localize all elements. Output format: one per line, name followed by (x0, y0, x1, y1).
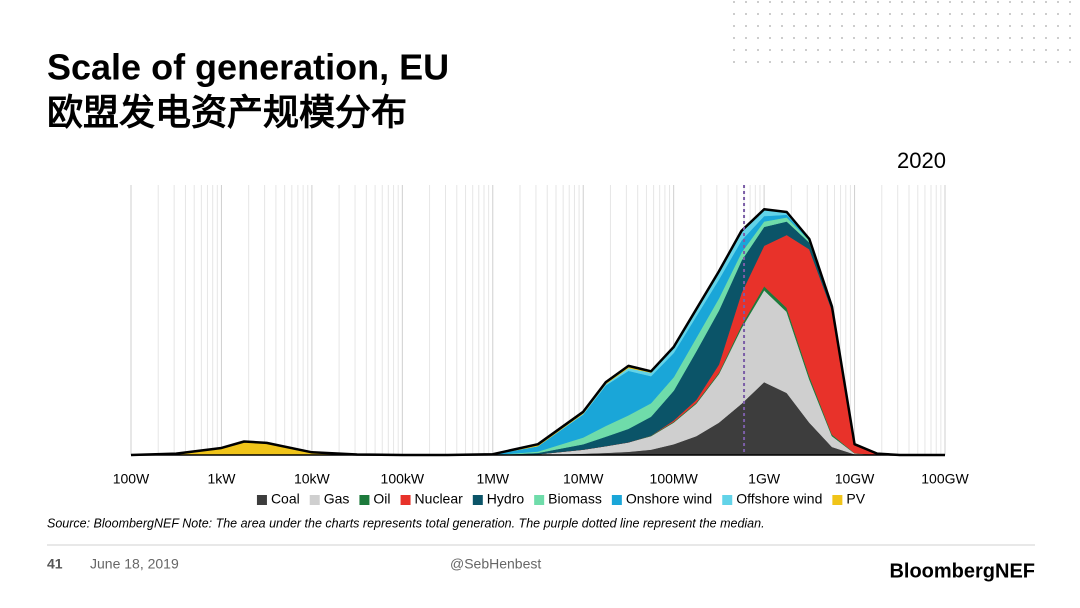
legend-item: Onshore wind (611, 491, 712, 507)
x-tick-label: 10MW (563, 471, 604, 487)
legend-label: Hydro (487, 491, 525, 507)
date: June 18, 2019 (90, 556, 179, 572)
legend-swatch (359, 495, 370, 505)
legend-label: Gas (324, 491, 350, 507)
legend-item: Gas (309, 491, 350, 507)
legend: Coal Gas Oil Nuclear Hydro Biomass Onshore win… (256, 491, 866, 507)
legend-swatch (256, 495, 267, 505)
legend-label: PV (846, 491, 865, 507)
legend-label: Coal (271, 491, 300, 507)
total-outline (130, 208, 945, 457)
legend-swatch (534, 495, 545, 505)
legend-item: Oil (359, 491, 391, 507)
legend-item: Coal (256, 491, 300, 507)
x-tick-label: 10kW (294, 471, 331, 487)
legend-swatch (472, 495, 483, 505)
legend-label: Biomass (548, 491, 602, 507)
legend-swatch (722, 495, 733, 505)
legend-item: Biomass (534, 491, 602, 507)
legend-item: Offshore wind (722, 491, 822, 507)
source-note: Source: BloombergNEF Note: The area unde… (47, 516, 765, 530)
x-tick-label: 100MW (650, 471, 699, 487)
x-tick-label: 1MW (476, 471, 509, 487)
page-number: 41 (47, 556, 63, 572)
logo: BloombergNEF (889, 560, 1035, 582)
legend-label: Onshore wind (626, 491, 712, 507)
x-tick-label: 100kW (381, 471, 425, 487)
legend-swatch (832, 495, 843, 505)
legend-swatch (309, 495, 320, 505)
annotation: 2020 (897, 148, 946, 173)
legend-swatch (611, 495, 622, 505)
legend-item: Hydro (472, 491, 525, 507)
legend-swatch (400, 495, 411, 505)
x-tick-label: 100GW (921, 471, 969, 487)
legend-label: Oil (373, 491, 390, 507)
handle: @SebHenbest (450, 556, 541, 572)
x-tick-label: 1GW (748, 471, 781, 487)
legend-item: Nuclear (400, 491, 464, 507)
title: Scale of generation, EU (47, 47, 449, 88)
legend-label: Nuclear (415, 491, 464, 507)
x-tick-label: 1kW (207, 471, 236, 487)
x-tick-label: 10GW (835, 471, 875, 487)
plot: 100W 1kW 10kW 100kW 1MW 10MW 100MW 1GW 10GW 100GW (113, 185, 970, 487)
x-tick-label: 100W (113, 471, 150, 487)
dot-pattern (728, 0, 1080, 66)
legend-item: PV (832, 491, 866, 507)
subtitle: 欧盟发电资产规模分布 (47, 92, 407, 133)
legend-label: Offshore wind (736, 491, 822, 507)
